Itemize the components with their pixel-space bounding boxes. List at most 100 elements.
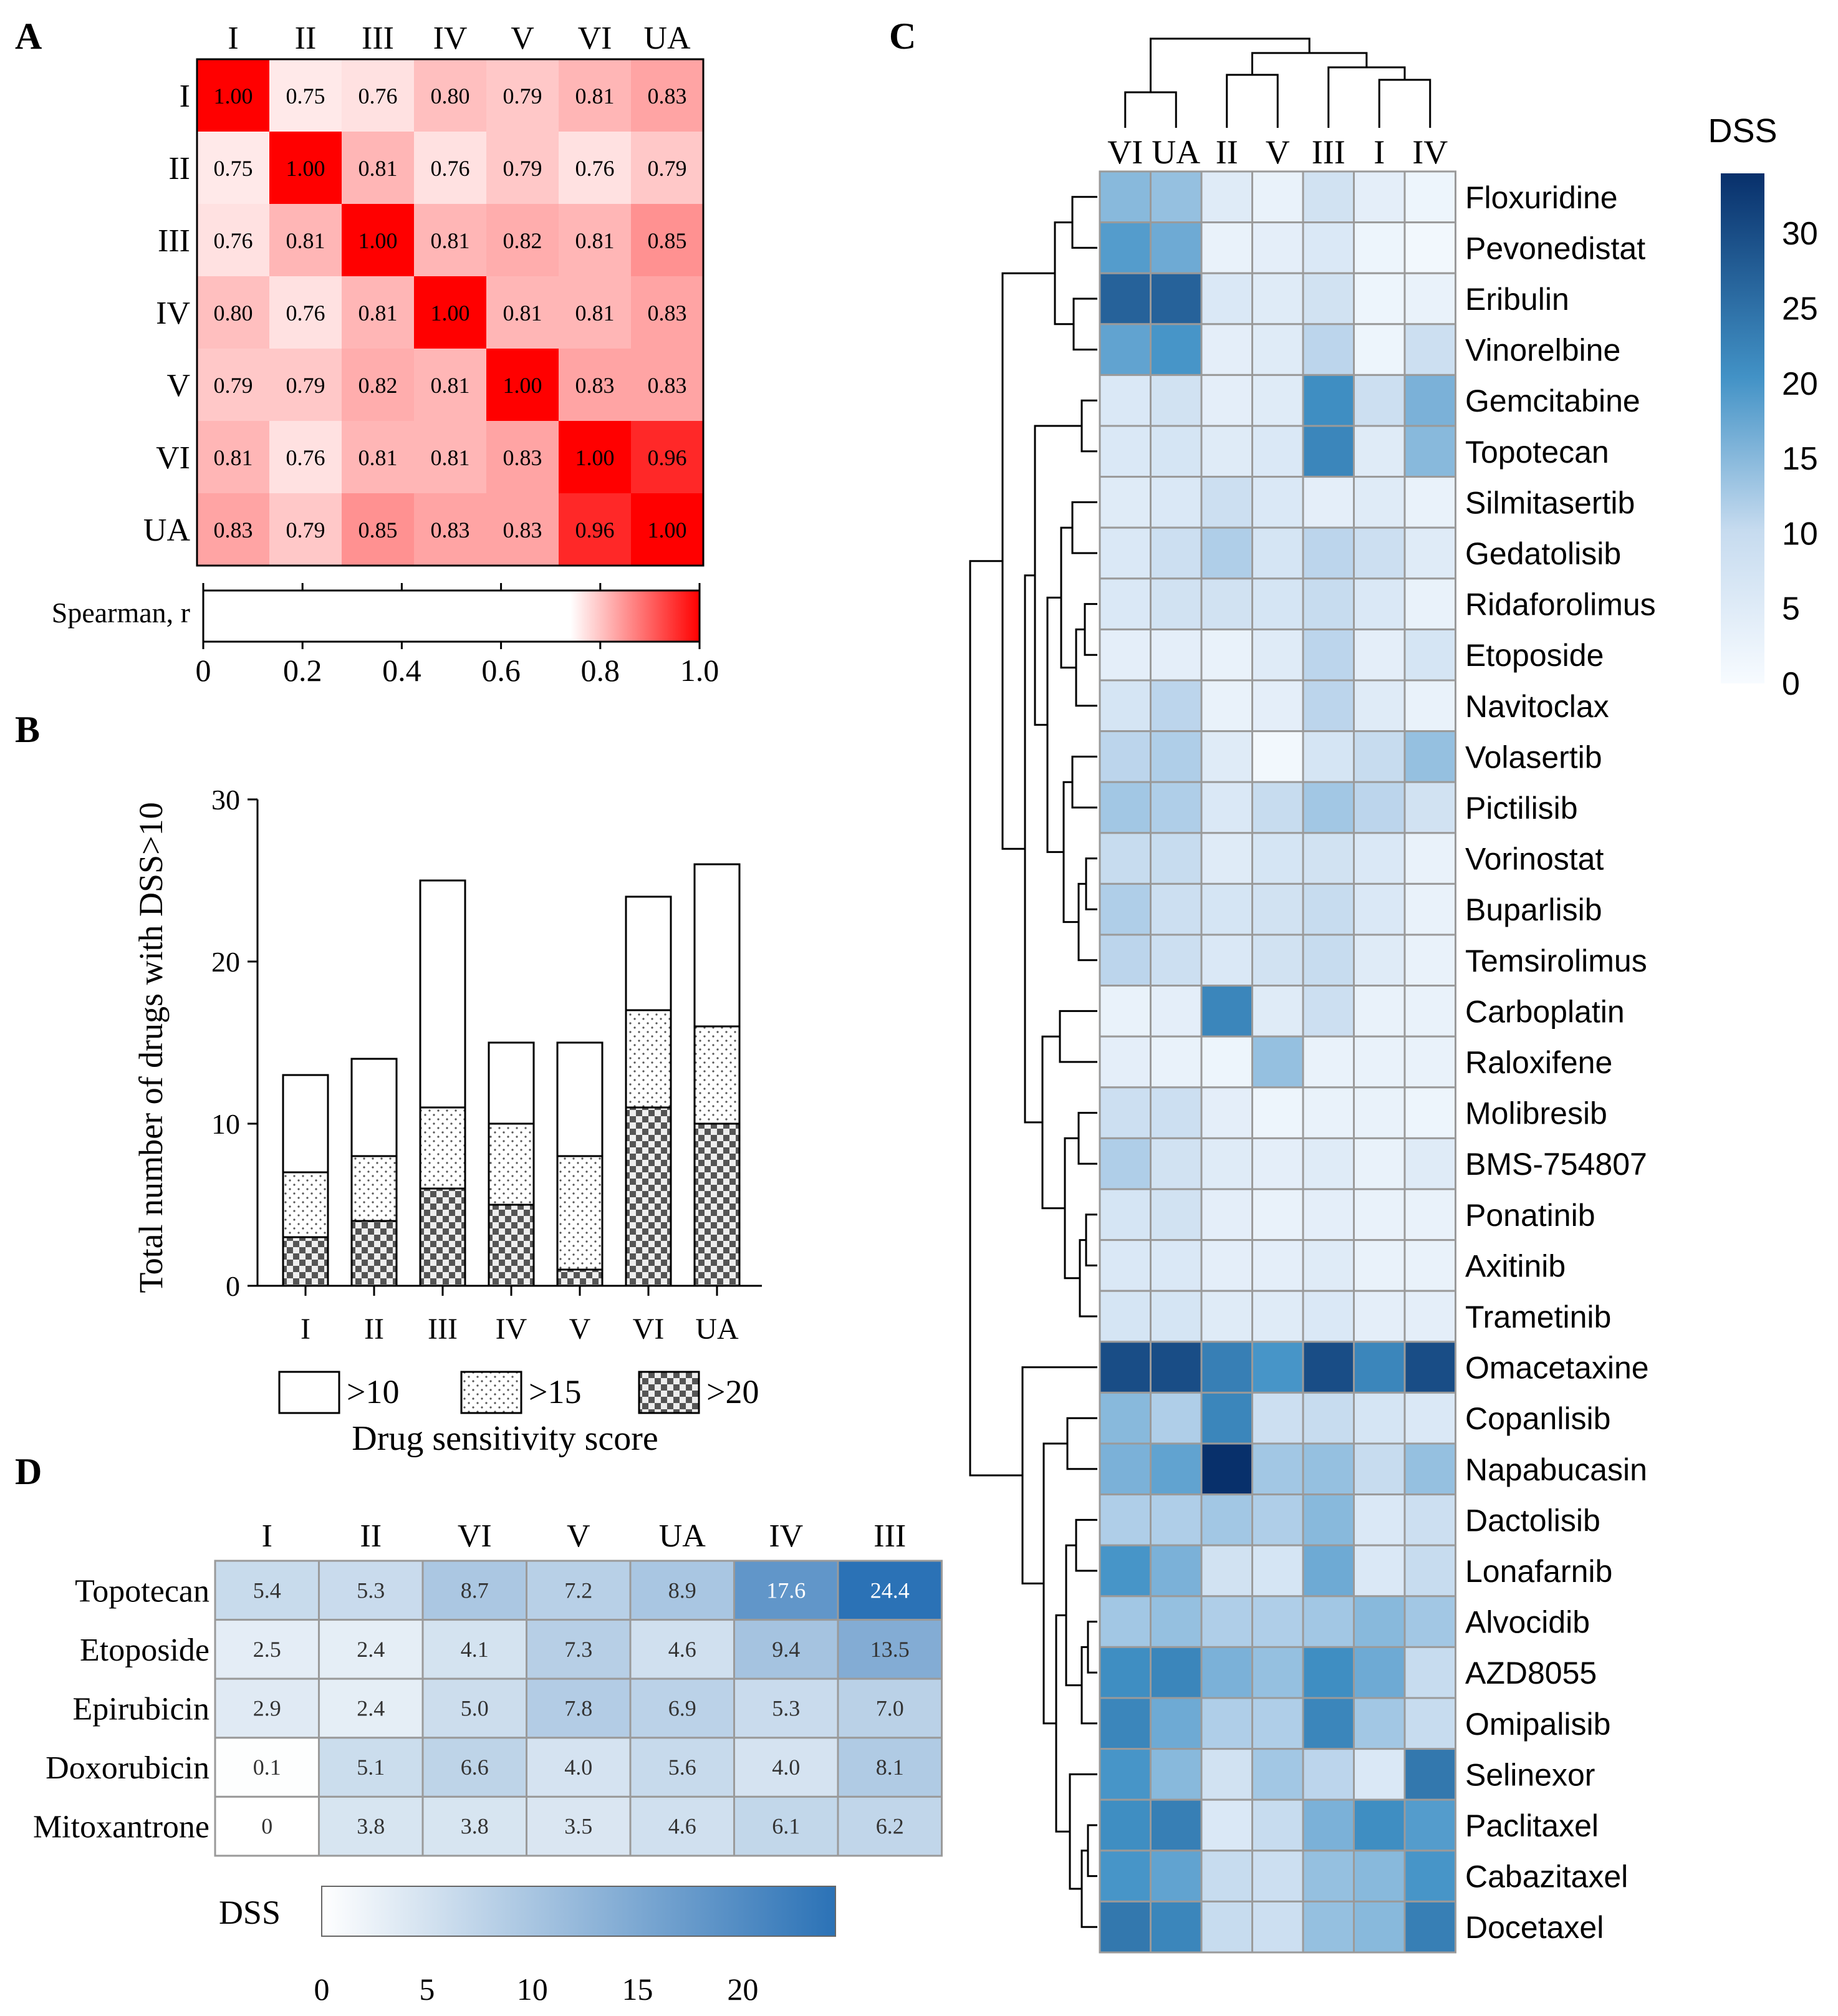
cell-value: 2.4 [357,1637,385,1662]
heatmap-cell [631,59,703,132]
heatmap-cell [1251,1900,1304,1954]
row-label: Napabucasin [1465,1452,1647,1487]
heatmap-cell [1403,170,1456,224]
heatmap-cell [414,349,486,421]
panel-c-dss-clustered-heatmap: VI UA II V III I IVFloxuridinePevonedistatErib… [969,37,1818,1954]
heatmap-cell [1353,781,1406,834]
heatmap-cell [1353,832,1406,885]
heatmap-cell [1150,170,1203,224]
cell-value: 0.81 [431,445,470,470]
heatmap-cell [1403,882,1456,936]
x-tick-label: VI [633,1313,665,1346]
heatmap-cell [1302,1035,1355,1089]
heatmap-cell [1403,1442,1456,1496]
row-label: Selinexor [1465,1757,1595,1792]
heatmap-cell [1200,272,1253,326]
heatmap-cell [318,1795,424,1857]
column-label: IV [433,21,468,56]
heatmap-cell [1251,1595,1304,1648]
row-label: Eribulin [1465,282,1569,317]
heatmap-cell [269,276,342,349]
heatmap-cell [1150,221,1203,274]
heatmap-cell [1302,526,1355,580]
row-label: Pevonedistat [1465,231,1645,266]
heatmap-cell [1353,1595,1406,1648]
heatmap-cell [1251,985,1304,1038]
heatmap-cell [1251,374,1304,427]
heatmap-cell [1403,679,1456,733]
panel-b-y-axis-label: Total number of drugs with DSS>10 [132,802,170,1293]
heatmap-cell [1099,933,1152,987]
heatmap-cell [1302,425,1355,478]
cell-value: 0 [261,1814,272,1839]
row-label: Navitoclax [1465,689,1609,724]
heatmap-cell [1251,730,1304,783]
colorbar-tick-label: 5 [419,1972,435,2007]
row-label: Ponatinib [1465,1198,1595,1233]
heatmap-cell [486,493,559,566]
heatmap-cell [1150,1391,1203,1445]
heatmap-cell [1200,730,1253,783]
heatmap-cell [486,132,559,204]
row-label: Mitoxantrone [33,1810,209,1845]
heatmap-cell [486,59,559,132]
heatmap-cell [1403,1595,1456,1648]
cell-value: 0.81 [575,84,615,109]
row-label: Temsirolimus [1465,943,1647,978]
heatmap-cell [1251,577,1304,630]
heatmap-cell [1302,1900,1355,1954]
heatmap-cell [1353,1137,1406,1190]
colorbar-tick-label: 15 [622,1972,653,2007]
cell-value: 0.79 [648,156,687,181]
heatmap-cell [1403,272,1456,326]
row-label: II [168,151,190,186]
row-label: Topotecan [1465,435,1609,470]
dendrogram-link [1251,52,1368,75]
heatmap-cell [1302,323,1355,376]
cell-value: 0.83 [431,518,470,543]
heatmap-cell [1302,1544,1355,1598]
heatmap-cell [1200,781,1253,834]
heatmap-cell [1150,1493,1203,1546]
heatmap-cell [197,421,269,493]
colorbar-tick-label: 0.4 [382,653,421,688]
cell-value: 4.6 [668,1637,696,1662]
heatmap-cell [1302,679,1355,733]
heatmap-cell [1302,1493,1355,1546]
cell-value: 0.76 [214,228,253,253]
heatmap-cell [214,1677,320,1739]
heatmap-cell [1099,985,1152,1038]
heatmap-cell [1302,730,1355,783]
heatmap-cell [1353,628,1406,682]
cell-value: 0.83 [503,445,542,470]
heatmap-cell [526,1560,632,1621]
colorbar-tick-label: 15 [1782,441,1818,477]
heatmap-cell [1251,933,1304,987]
dendrogram-link [1124,91,1177,128]
heatmap-cell [414,59,486,132]
heatmap-cell [1150,476,1203,529]
heatmap-cell [1251,170,1304,224]
heatmap-cell [837,1619,943,1680]
row-label: Doxorubicin [46,1750,209,1786]
panel-label-a: A [15,16,42,57]
cell-value: 7.2 [564,1578,592,1603]
dendrogram-link [1080,399,1097,453]
heatmap-cell [269,493,342,566]
panel-d-topoisomerase-dss-table: 5.4 5.3 8.7 7.2 8.9 17.6 24.4 2.5 2.4 4.1 7.3 4.6 9.… [33,1518,943,2007]
cell-value: 0.75 [214,156,253,181]
heatmap-cell [1150,272,1203,326]
row-label: Copanlisib [1465,1401,1610,1436]
heatmap-cell [559,493,631,566]
heatmap-cell [1200,1290,1253,1343]
heatmap-cell [1353,1646,1406,1699]
x-tick-label: UA [695,1313,739,1346]
row-label: Topotecan [75,1573,209,1609]
panel-a-correlation-heatmap: 1.00 0.75 0.76 0.80 0.79 0.81 0.830.75 1.00 0.81… [52,21,719,688]
cell-value: 4.0 [564,1755,592,1780]
heatmap-cell [1099,1188,1152,1242]
cell-value: 4.6 [668,1814,696,1839]
heatmap-cell [486,276,559,349]
heatmap-cell [1353,1341,1406,1394]
